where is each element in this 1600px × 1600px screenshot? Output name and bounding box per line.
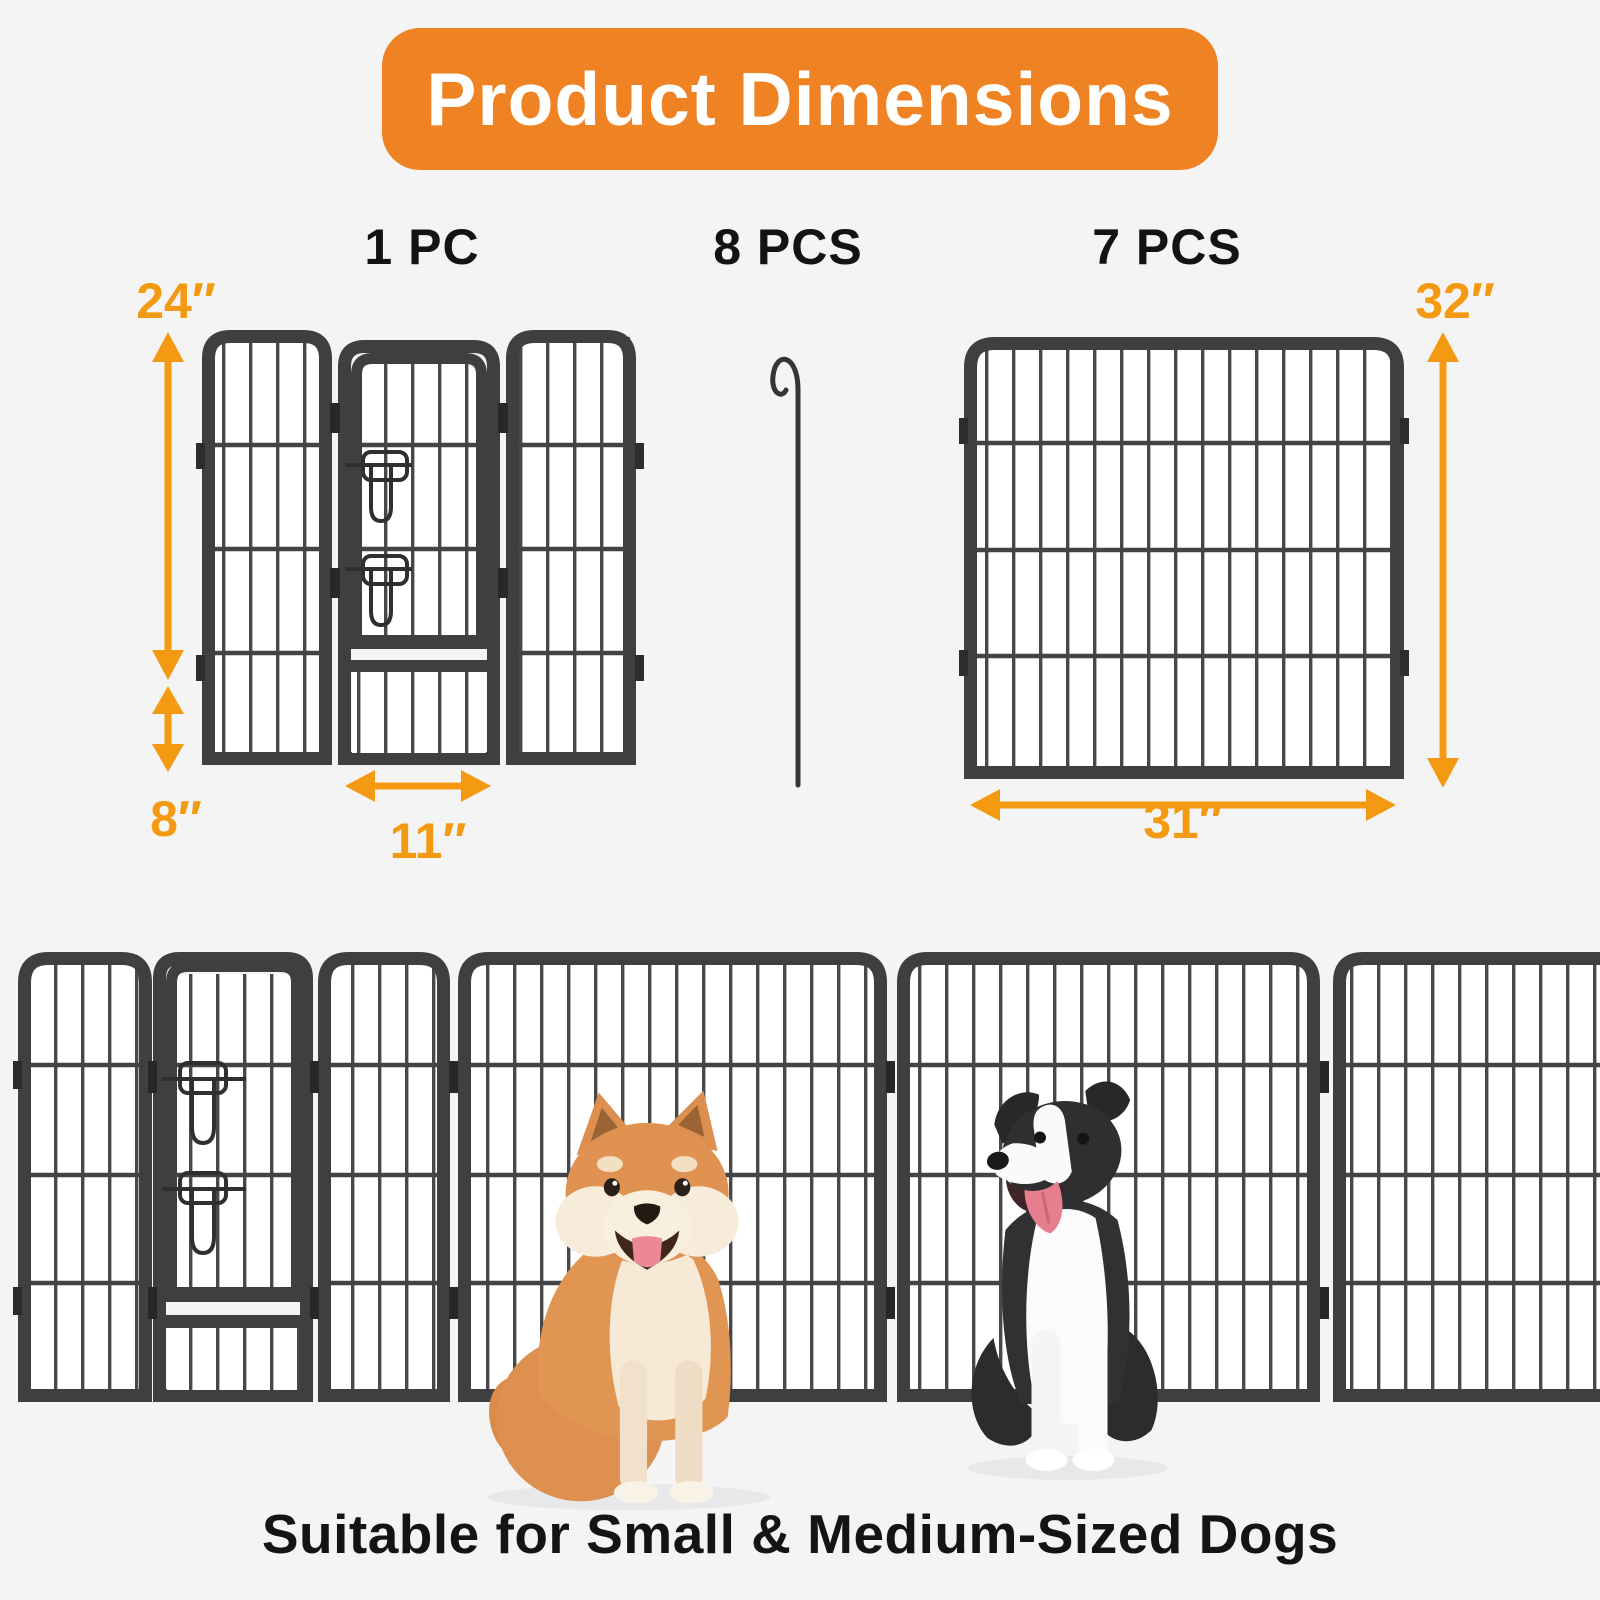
label-single-panel-count: 1 PC [364, 219, 480, 275]
border-collie-dog-image [967, 1081, 1168, 1480]
dimension-label-large-height: 32″ [1415, 273, 1495, 329]
page-title: Product Dimensions [426, 57, 1174, 141]
shiba-inu-dog-image [488, 1090, 770, 1511]
dimension-arrow-11in-horizontal-icon [345, 770, 491, 802]
label-large-panel-count: 7 PCS [1092, 219, 1242, 275]
caption-suitability: Suitable for Small & Medium-Sized Dogs [261, 1503, 1339, 1565]
fence-door-latch-icon [162, 1061, 246, 1256]
dimension-arrow-8in-vertical-icon [152, 686, 184, 772]
title-banner: Product Dimensions [382, 28, 1218, 170]
dimension-arrow-31in-horizontal-icon [970, 789, 1396, 821]
large-panel-fence-illustration [959, 337, 1409, 779]
dimension-label-panel-height: 24″ [136, 273, 216, 329]
single-panel-fence-illustration [196, 330, 644, 765]
ground-stake-illustration [770, 356, 801, 788]
dimension-arrow-32in-vertical-icon [1427, 332, 1459, 788]
fence-hinge-icon [148, 1061, 1329, 1319]
fence-door-latch-icon [345, 450, 412, 628]
assembled-fence-illustration [13, 952, 1600, 1402]
dimension-label-bottom-height: 8″ [150, 791, 202, 847]
dimension-arrow-24in-vertical-icon [152, 332, 184, 680]
label-stakes-count: 8 PCS [713, 219, 863, 275]
dimension-label-door-width: 11″ [389, 813, 467, 869]
